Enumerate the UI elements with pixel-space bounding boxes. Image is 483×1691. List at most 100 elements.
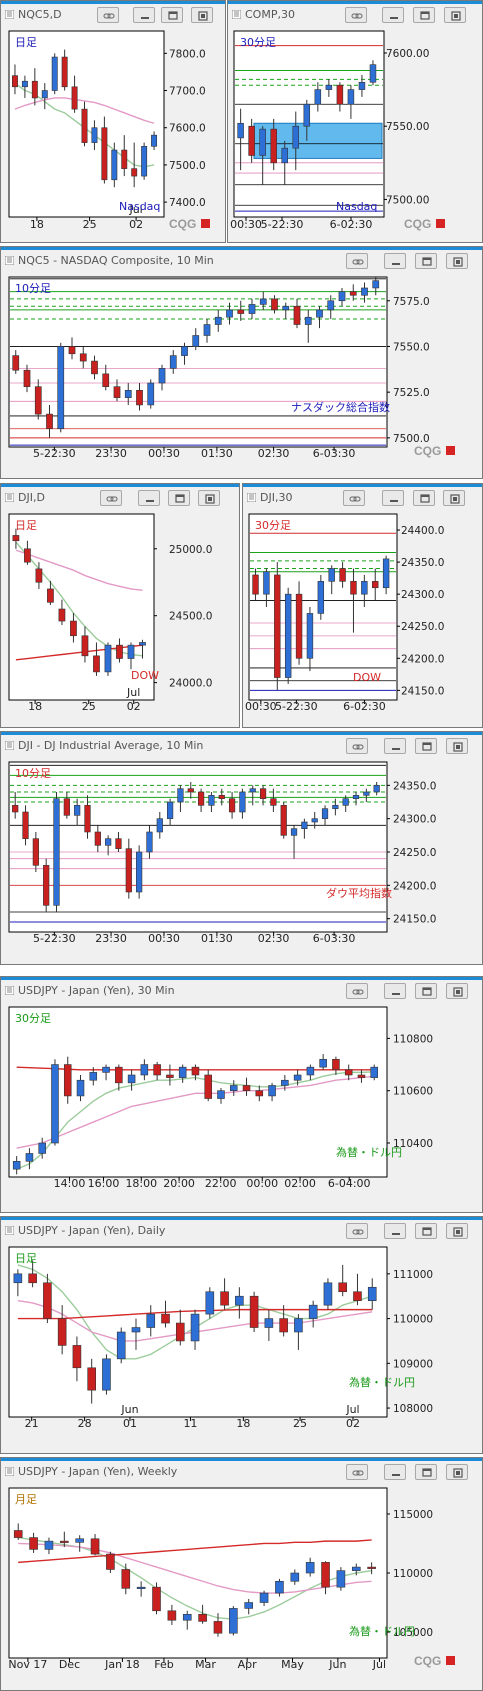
window-icon <box>247 493 256 502</box>
chart-dji-10min[interactable]: 24350.0 24300.0 24250.0 24200.0 24150.0 5-22:… <box>1 759 482 964</box>
minimize-button[interactable] <box>382 490 404 506</box>
restore-button[interactable] <box>413 7 435 23</box>
x-tick-label: 23:30 <box>95 932 127 945</box>
window-comp-30min[interactable]: COMP,30 7600.00 7550.00 7500.00 00:30 5-22:3… <box>227 0 483 243</box>
candle-body <box>357 1074 366 1078</box>
restore-button[interactable] <box>168 490 190 506</box>
close-button[interactable] <box>446 983 468 999</box>
candle-body <box>332 805 339 809</box>
candle-body <box>372 581 379 589</box>
link-button[interactable] <box>345 7 367 23</box>
window-title: USDJPY - Japan (Yen), Weekly <box>18 1465 178 1478</box>
close-button[interactable] <box>446 1464 468 1480</box>
close-button[interactable] <box>446 1223 468 1239</box>
titlebar[interactable]: USDJPY - Japan (Yen), 30 Min <box>1 980 482 1002</box>
link-button[interactable] <box>97 7 119 23</box>
link-icon <box>106 496 118 502</box>
close-button[interactable] <box>198 490 220 506</box>
restore-button[interactable] <box>161 7 183 23</box>
minimize-button[interactable] <box>382 7 404 23</box>
chart-dji-30min[interactable]: 24400.0 24350.0 24300.0 24250.0 24200.0 24150… <box>243 511 482 727</box>
minimize-button[interactable] <box>384 253 406 269</box>
candle-body <box>139 642 146 646</box>
titlebar[interactable]: DJI,30 <box>243 487 482 509</box>
link-button[interactable] <box>346 983 368 999</box>
restore-button[interactable] <box>415 1464 437 1480</box>
minimize-icon <box>392 748 400 750</box>
window-usdjpy-30min[interactable]: USDJPY - Japan (Yen), 30 Min 110800 11060… <box>0 976 483 1213</box>
restore-button[interactable] <box>413 490 435 506</box>
chart-usdjpy-weekly[interactable]: 115000 110000 105000 Nov 17 Dec Jan 18 Feb Mar A… <box>1 1485 482 1690</box>
link-button[interactable] <box>346 253 368 269</box>
titlebar[interactable]: DJI - DJ Industrial Average, 10 Min <box>1 735 482 757</box>
close-button[interactable] <box>446 253 468 269</box>
candle-body <box>226 309 233 318</box>
candle-body <box>204 1074 212 1099</box>
titlebar[interactable]: COMP,30 <box>228 4 482 26</box>
window-usdjpy-weekly[interactable]: USDJPY - Japan (Yen), Weekly 115000 11000… <box>0 1457 483 1691</box>
timeframe-label: 30分足 <box>240 36 276 49</box>
candle-body <box>370 1066 378 1078</box>
cqg-logo-icon: CQG <box>404 217 445 231</box>
minimize-icon <box>392 263 400 265</box>
titlebar[interactable]: NQC5 - NASDAQ Composite, 10 Min <box>1 250 482 272</box>
minimize-button[interactable] <box>384 1223 406 1239</box>
window-dji-30min[interactable]: DJI,30 24400.0 24350.0 24300.0 24250.0 24200… <box>242 483 483 728</box>
link-button[interactable] <box>100 490 122 506</box>
titlebar[interactable]: NQC5,D <box>1 4 225 26</box>
restore-button[interactable] <box>415 983 437 999</box>
candle-body <box>113 386 121 398</box>
candle-body <box>147 382 155 406</box>
candle-body <box>268 1085 276 1097</box>
restore-button[interactable] <box>415 738 437 754</box>
candle-body <box>317 581 325 614</box>
x-tick-label: 00:30 <box>245 700 277 713</box>
candle-body <box>351 1566 361 1571</box>
window-nqc5-daily[interactable]: NQC5,D 7800.0 7700.0 7600.0 7500.0 7400.0 18 2… <box>0 0 226 243</box>
candle-body <box>363 791 370 796</box>
candle-body <box>203 324 211 336</box>
chart-usdjpy-daily[interactable]: 111000 110000 109000 108000 21 28 01 11 18 25 02 Ju… <box>1 1244 482 1453</box>
close-button[interactable] <box>446 738 468 754</box>
chart-comp-30min[interactable]: 7600.00 7550.00 7500.00 00:30 5-22:30 6-02:30… <box>228 28 482 242</box>
chart-dji-daily[interactable]: 25000.0 24500.0 24000.0 18 25 02 Jul 日足 DOW <box>1 511 239 727</box>
link-icon <box>103 13 115 19</box>
candle-body <box>12 805 19 813</box>
restore-button[interactable] <box>415 253 437 269</box>
restore-button[interactable] <box>415 1223 437 1239</box>
link-button[interactable] <box>346 738 368 754</box>
candle-body <box>71 86 78 110</box>
link-button[interactable] <box>346 1464 368 1480</box>
link-button[interactable] <box>343 490 365 506</box>
candle-body <box>61 56 68 88</box>
chart-usdjpy-30min[interactable]: 110800 110600 110400 14:00 16:00 18:00 20:00 22… <box>1 1004 482 1212</box>
candle-body <box>84 805 91 833</box>
candle-body <box>51 1064 59 1144</box>
candle-body <box>303 103 311 127</box>
close-button[interactable] <box>191 7 213 23</box>
minimize-button[interactable] <box>384 1464 406 1480</box>
window-dji-daily[interactable]: DJI,D 25000.0 24500.0 24000.0 18 25 02 Jul 日足 DO… <box>0 483 240 728</box>
cqg-logo-icon: CQG <box>414 444 455 458</box>
close-button[interactable] <box>444 7 466 23</box>
chart-nqc5-10min[interactable]: 7575.0 7550.0 7525.0 7500.0 5-22:30 23:30 00:3… <box>1 274 482 478</box>
candle-body <box>358 81 366 90</box>
close-button[interactable] <box>443 490 465 506</box>
window-dji-10min[interactable]: DJI - DJ Industrial Average, 10 Min 2435… <box>0 731 483 965</box>
candle-body <box>47 588 54 603</box>
minimize-button[interactable] <box>133 7 155 23</box>
minimize-button[interactable] <box>384 983 406 999</box>
link-button[interactable] <box>346 1223 368 1239</box>
chart-nqc5-daily[interactable]: 7800.0 7700.0 7600.0 7500.0 7400.0 18 25 02 Jul 日… <box>1 28 225 242</box>
minimize-button[interactable] <box>138 490 160 506</box>
window-nqc5-10min[interactable]: NQC5 - NASDAQ Composite, 10 Min 7575.0 75… <box>0 246 483 479</box>
candle-body <box>178 1066 187 1078</box>
titlebar[interactable]: USDJPY - Japan (Yen), Weekly <box>1 1461 482 1483</box>
minimize-button[interactable] <box>384 738 406 754</box>
titlebar[interactable]: DJI,D <box>1 487 239 509</box>
titlebar[interactable]: USDJPY - Japan (Yen), Daily <box>1 1220 482 1242</box>
timeframe-label: 10分足 <box>15 767 51 780</box>
y-tick-label: 7500.0 <box>393 433 430 445</box>
window-usdjpy-daily[interactable]: USDJPY - Japan (Yen), Daily 111000 110000… <box>0 1216 483 1454</box>
candle-body <box>161 1313 170 1324</box>
